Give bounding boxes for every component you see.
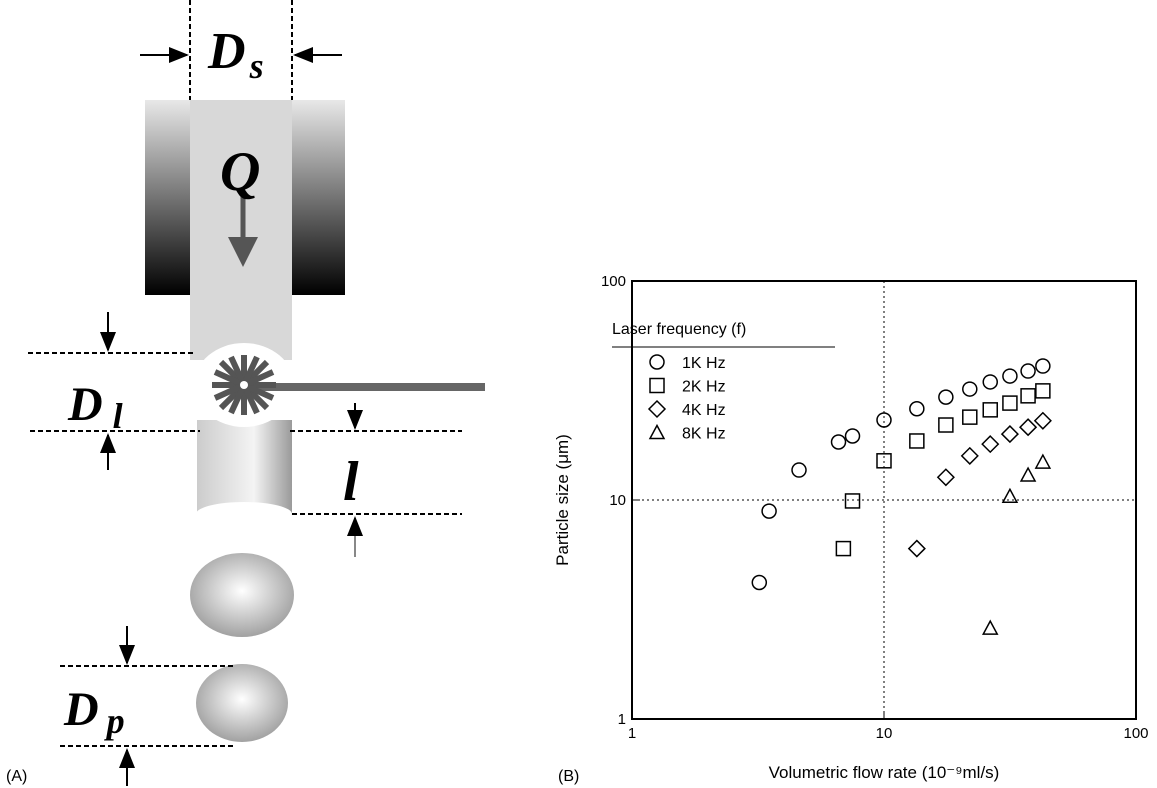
figure: Ds Q Dl l Dp (A) (B) 1 10 100 1 10 100 Volumet… — [0, 0, 1157, 788]
dim-subscript: p — [104, 701, 125, 741]
legend-marker — [650, 379, 664, 393]
legend-label: 8K Hz — [682, 426, 726, 443]
legend-label: 4K Hz — [682, 402, 726, 419]
marker — [1003, 396, 1017, 410]
dim-subscript: s — [249, 46, 264, 86]
marker — [1035, 413, 1051, 429]
panel-label: (A) — [6, 768, 27, 785]
dim-subscript: l — [113, 396, 123, 436]
marker — [910, 402, 924, 416]
marker — [983, 375, 997, 389]
svg-text:Ds: Ds — [207, 23, 264, 86]
svg-text:Dp: Dp — [63, 683, 125, 741]
marker — [836, 542, 850, 556]
marker — [1036, 359, 1050, 373]
marker — [846, 494, 860, 508]
marker — [963, 410, 977, 424]
marker — [982, 436, 998, 452]
marker — [983, 621, 997, 634]
dim-symbol: D — [63, 683, 99, 736]
y-tick-label: 100 — [601, 273, 626, 290]
marker — [1021, 468, 1035, 481]
marker — [1002, 426, 1018, 442]
legend-label: 2K Hz — [682, 379, 726, 396]
marker — [1003, 369, 1017, 383]
legend-marker — [650, 355, 664, 369]
marker — [1020, 419, 1036, 435]
x-tick-label: 100 — [1123, 725, 1148, 742]
marker — [1003, 489, 1017, 502]
flow-label: Q — [220, 141, 260, 203]
y-axis-label: Particle size (μm) — [553, 434, 572, 566]
marker — [939, 418, 953, 432]
marker — [910, 434, 924, 448]
marker — [1036, 455, 1050, 468]
marker — [877, 413, 891, 427]
marker — [832, 435, 846, 449]
x-tick-label: 10 — [876, 725, 893, 742]
marker — [909, 541, 925, 557]
marker — [962, 448, 978, 464]
dim-symbol: D — [207, 23, 246, 80]
marker — [762, 504, 776, 518]
dim-symbol: D — [67, 378, 103, 431]
marker — [939, 390, 953, 404]
marker — [1036, 384, 1050, 398]
y-tick-label: 10 — [609, 492, 626, 509]
svg-text:Dl: Dl — [67, 378, 123, 436]
marker — [792, 463, 806, 477]
marker — [963, 382, 977, 396]
marker — [983, 403, 997, 417]
marker — [938, 469, 954, 485]
marker — [1021, 364, 1035, 378]
panel-label: (B) — [558, 768, 579, 785]
legend-title: Laser frequency (f) — [612, 321, 746, 338]
x-tick-label: 1 — [628, 725, 636, 742]
x-axis-label: Volumetric flow rate (10⁻⁹ml/s) — [769, 763, 1000, 782]
legend-marker — [650, 426, 664, 439]
legend-label: 1K Hz — [682, 355, 726, 372]
length-label: l — [343, 451, 359, 513]
legend-marker — [649, 401, 665, 417]
marker — [752, 576, 766, 590]
marker — [1021, 389, 1035, 403]
marker — [877, 454, 891, 468]
y-tick-label: 1 — [618, 711, 626, 728]
marker — [846, 429, 860, 443]
